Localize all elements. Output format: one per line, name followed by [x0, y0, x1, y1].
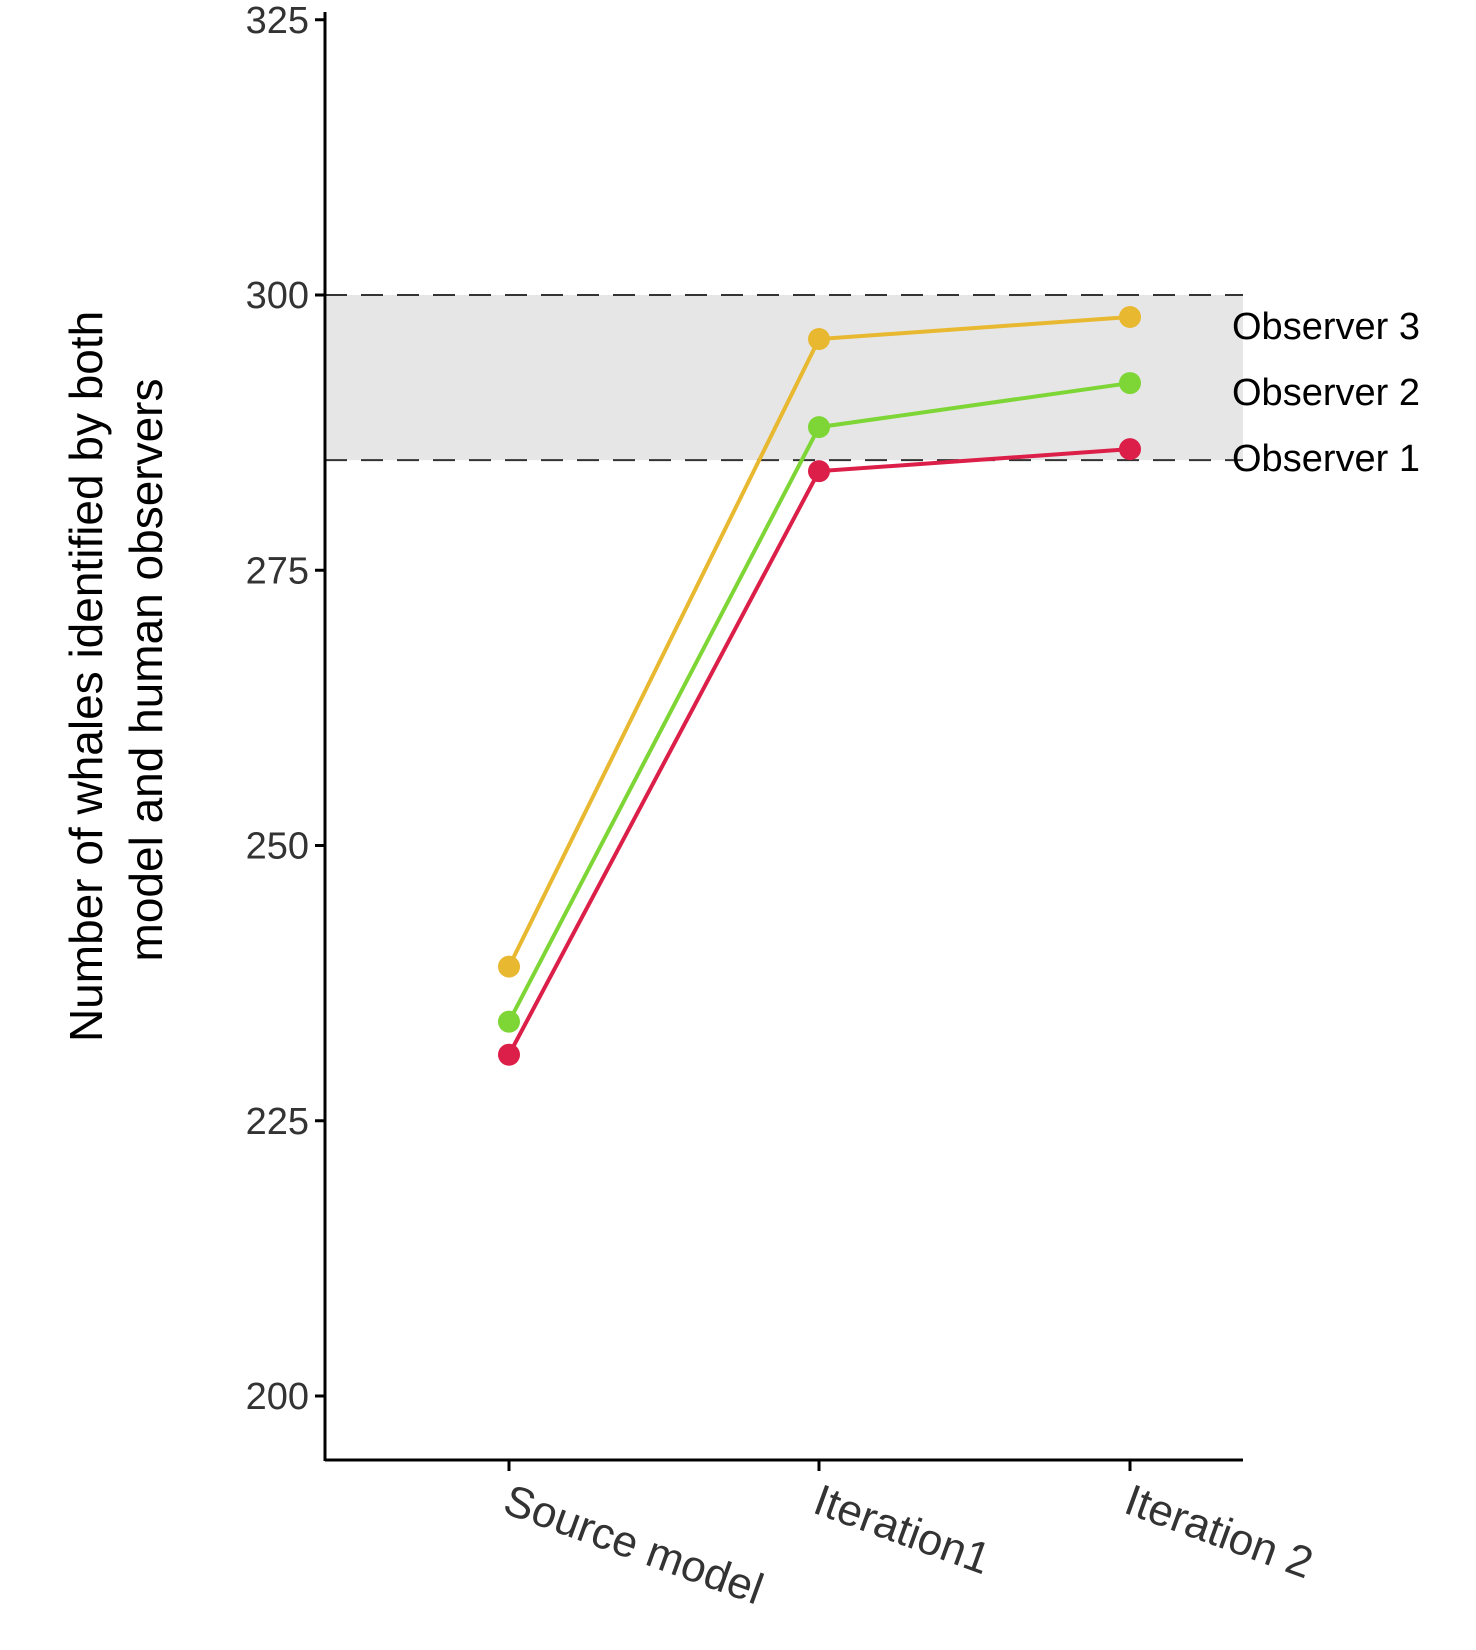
axes: [323, 12, 1243, 1462]
data-point: [498, 1043, 520, 1066]
x-tick-label: Iteration 2: [1119, 1475, 1320, 1588]
series-label: Observer 2: [1232, 372, 1420, 414]
y-axis-title: Number of whales identified by both mode…: [60, 298, 172, 1042]
y-ticks: 200 225 250 275 300 325: [246, 0, 325, 1418]
data-point: [808, 460, 830, 483]
series-observer-3: [498, 306, 1141, 978]
data-point: [808, 328, 830, 351]
series-observer-1: [498, 438, 1141, 1066]
x-tick-label: Source model: [498, 1475, 770, 1614]
y-axis-title-line-1: Number of whales identified by both: [60, 311, 112, 1042]
data-point: [498, 1010, 520, 1033]
y-tick-label: 325: [246, 0, 309, 42]
series-label: Observer 3: [1232, 306, 1420, 348]
data-point: [498, 955, 520, 978]
series-line: [507, 447, 1131, 1056]
x-tick-label: Iteration1: [808, 1475, 997, 1584]
y-axis-title-line-2: model and human observers: [120, 379, 172, 962]
series-labels: Observer 3 Observer 2 Observer 1: [1232, 306, 1420, 480]
y-tick-label: 275: [246, 550, 309, 592]
series-label: Observer 1: [1232, 438, 1420, 480]
y-tick-label: 250: [246, 826, 309, 868]
reference-band-fill: [327, 295, 1243, 461]
series-lines: [498, 306, 1141, 1066]
y-tick-label: 225: [246, 1101, 309, 1143]
data-point: [1119, 372, 1141, 395]
data-point: [1119, 438, 1141, 461]
y-tick-label: 200: [246, 1376, 309, 1418]
series-observer-2: [498, 372, 1141, 1033]
data-point: [1119, 306, 1141, 329]
data-point: [808, 416, 830, 439]
reference-band: [325, 294, 1243, 462]
x-ticks: Source model Iteration1 Iteration 2: [498, 1460, 1320, 1614]
y-tick-label: 300: [246, 275, 309, 317]
